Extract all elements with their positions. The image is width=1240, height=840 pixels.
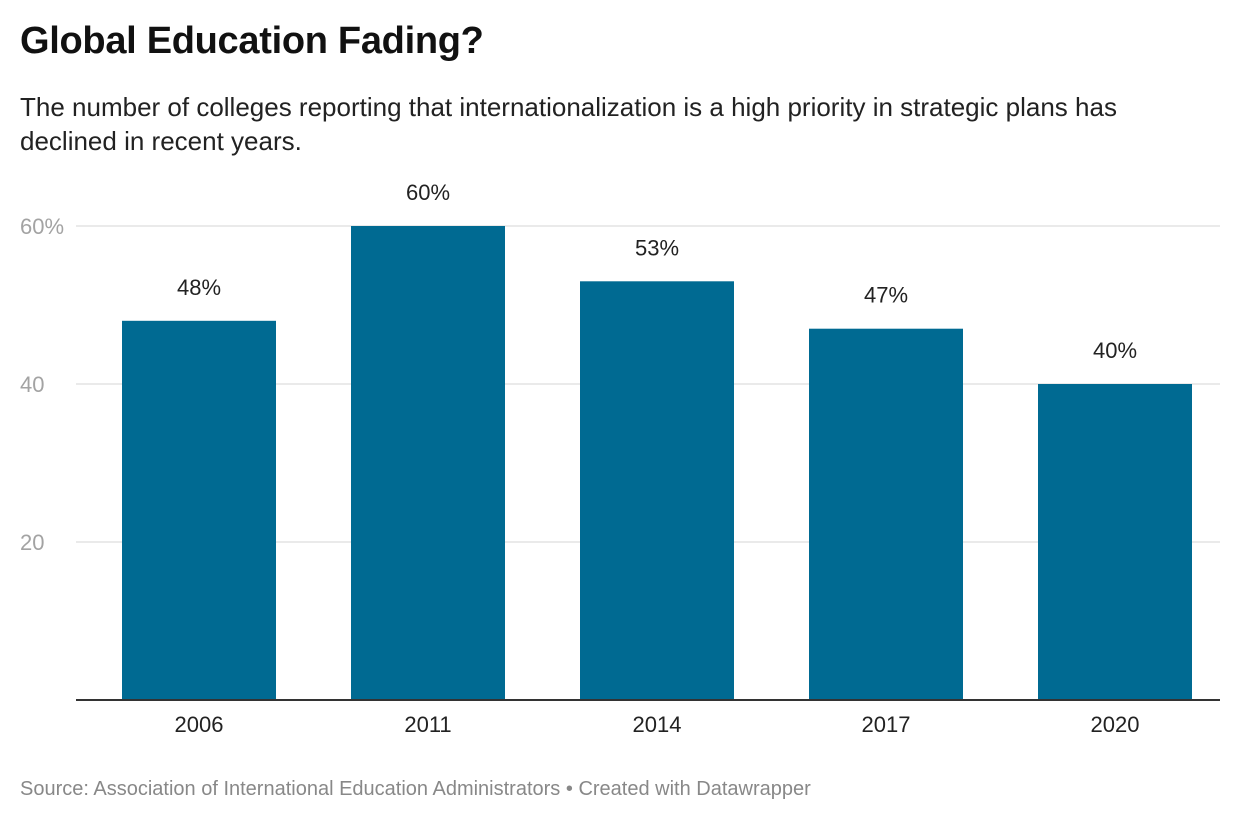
value-label-2006: 48% — [177, 275, 221, 300]
x-tick-label-2006: 2006 — [175, 712, 224, 737]
bar-2014 — [580, 281, 734, 700]
bar-chart: 20 40 60% 48% 60% 53% 47% 40% 2006 2011 2014 2017… — [20, 180, 1220, 737]
y-tick-label-40: 40 — [20, 372, 44, 397]
bar-2006 — [122, 320, 276, 700]
y-tick-label-20: 20 — [20, 530, 44, 555]
chart-footer: Source: Association of International Edu… — [20, 778, 811, 801]
x-axis: 2006 2011 2014 2017 2020 — [76, 699, 1220, 737]
x-tick-label-2014: 2014 — [633, 712, 682, 737]
value-labels: 48% 60% 53% 47% 40% — [177, 180, 1137, 363]
source-text: Source: Association of International Edu… — [20, 778, 561, 800]
value-label-2011: 60% — [406, 180, 450, 205]
credit-text: Created with Datawrapper — [578, 778, 811, 800]
x-tick-label-2020: 2020 — [1091, 712, 1140, 737]
value-label-2014: 53% — [635, 235, 679, 260]
chart-title: Global Education Fading? — [20, 20, 484, 62]
value-label-2020: 40% — [1093, 338, 1137, 363]
y-tick-label-60: 60% — [20, 214, 64, 239]
bar-2017 — [809, 328, 963, 700]
x-tick-label-2017: 2017 — [862, 712, 911, 737]
x-tick-label-2011: 2011 — [404, 712, 451, 737]
value-label-2017: 47% — [864, 283, 908, 308]
footer-separator: • — [565, 778, 573, 800]
bar-2020 — [1038, 384, 1192, 700]
bar-2011 — [351, 226, 505, 700]
bars — [122, 226, 1192, 700]
chart-subtitle: The number of colleges reporting that in… — [20, 92, 1117, 156]
